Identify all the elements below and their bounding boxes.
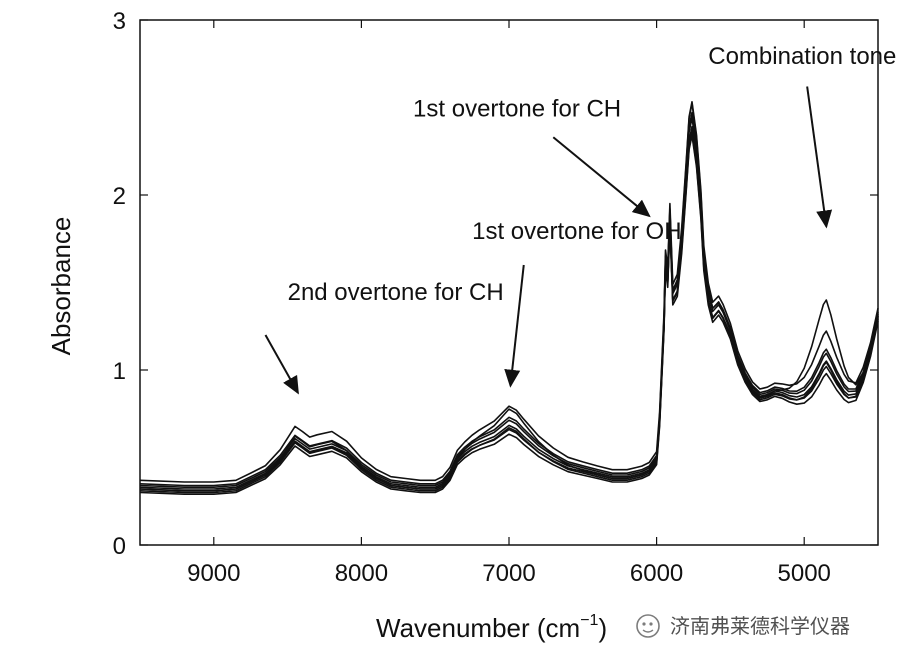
spectrum-line [139, 133, 879, 490]
annotation-label: 2nd overtone for CH [288, 279, 504, 306]
x-axis-title-sup: −1 [580, 612, 598, 629]
y-tick-label: 0 [113, 533, 126, 560]
x-axis-title: Wavenumber (cm−1) [376, 612, 607, 643]
y-axis-ticks: 0 1 2 3 [113, 8, 878, 560]
annotation-arrow [806, 86, 833, 229]
spectrum-line [139, 102, 879, 492]
y-tick-label: 2 [113, 183, 126, 210]
annotation-arrow [504, 264, 525, 388]
spectrum-line [139, 127, 879, 492]
y-tick-label: 1 [113, 358, 126, 385]
spectrum-line [139, 134, 879, 495]
spectrum-line [139, 125, 879, 494]
annotation-arrow [264, 334, 299, 395]
spectrum-line [139, 101, 879, 483]
x-axis-title-suffix: ) [598, 613, 607, 643]
watermark: 济南弗莱德科学仪器 [636, 614, 850, 638]
y-axis-title: Absorbance [46, 217, 76, 356]
x-tick-label: 7000 [482, 560, 535, 587]
x-tick-label: 8000 [335, 560, 388, 587]
spectrum-line [139, 117, 879, 488]
annotation-label: Combination tone for OH [708, 43, 900, 70]
x-axis-title-main: Wavenumber (cm [376, 613, 580, 643]
x-tick-label: 9000 [187, 560, 240, 587]
annotation-label: 1st overtone for CH [413, 95, 621, 122]
x-tick-label: 5000 [778, 560, 831, 587]
y-tick-label: 3 [113, 8, 126, 35]
x-tick-label: 6000 [630, 560, 683, 587]
watermark-text: 济南弗莱德科学仪器 [670, 614, 850, 638]
x-axis-ticks: 9000 8000 7000 6000 5000 [187, 20, 831, 587]
annotation-label: 1st overtone for OH [472, 218, 681, 245]
annotation-arrow [552, 136, 651, 218]
annotations: Combination tone for OH 1st overtone for … [264, 43, 900, 395]
wechat-icon [636, 614, 660, 638]
spectrum-series-group [139, 101, 879, 495]
